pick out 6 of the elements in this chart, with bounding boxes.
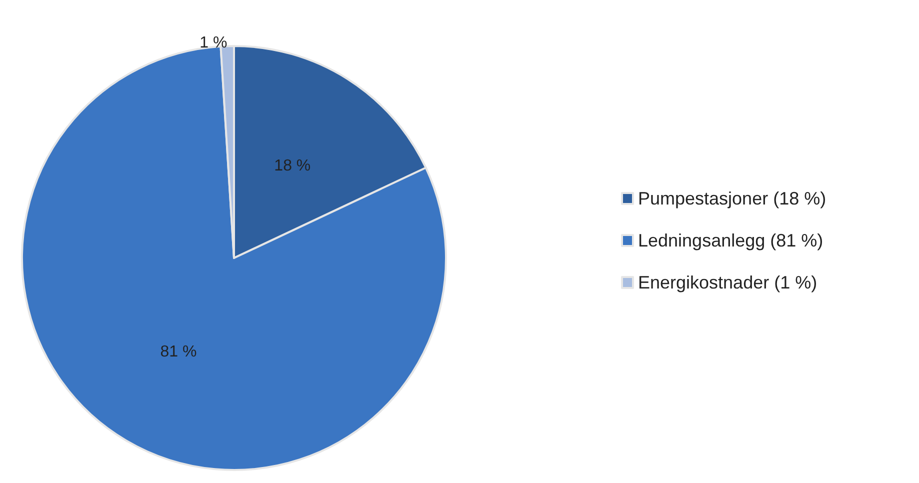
data-label: 1 % bbox=[200, 34, 228, 52]
data-label: 81 % bbox=[160, 343, 197, 360]
legend-label: Ledningsanlegg (81 %) bbox=[638, 230, 824, 250]
data-label: 18 % bbox=[274, 157, 311, 174]
legend-label: Energikostnader (1 %) bbox=[638, 272, 818, 292]
legend-label: Pumpestasjoner (18 %) bbox=[638, 188, 826, 208]
